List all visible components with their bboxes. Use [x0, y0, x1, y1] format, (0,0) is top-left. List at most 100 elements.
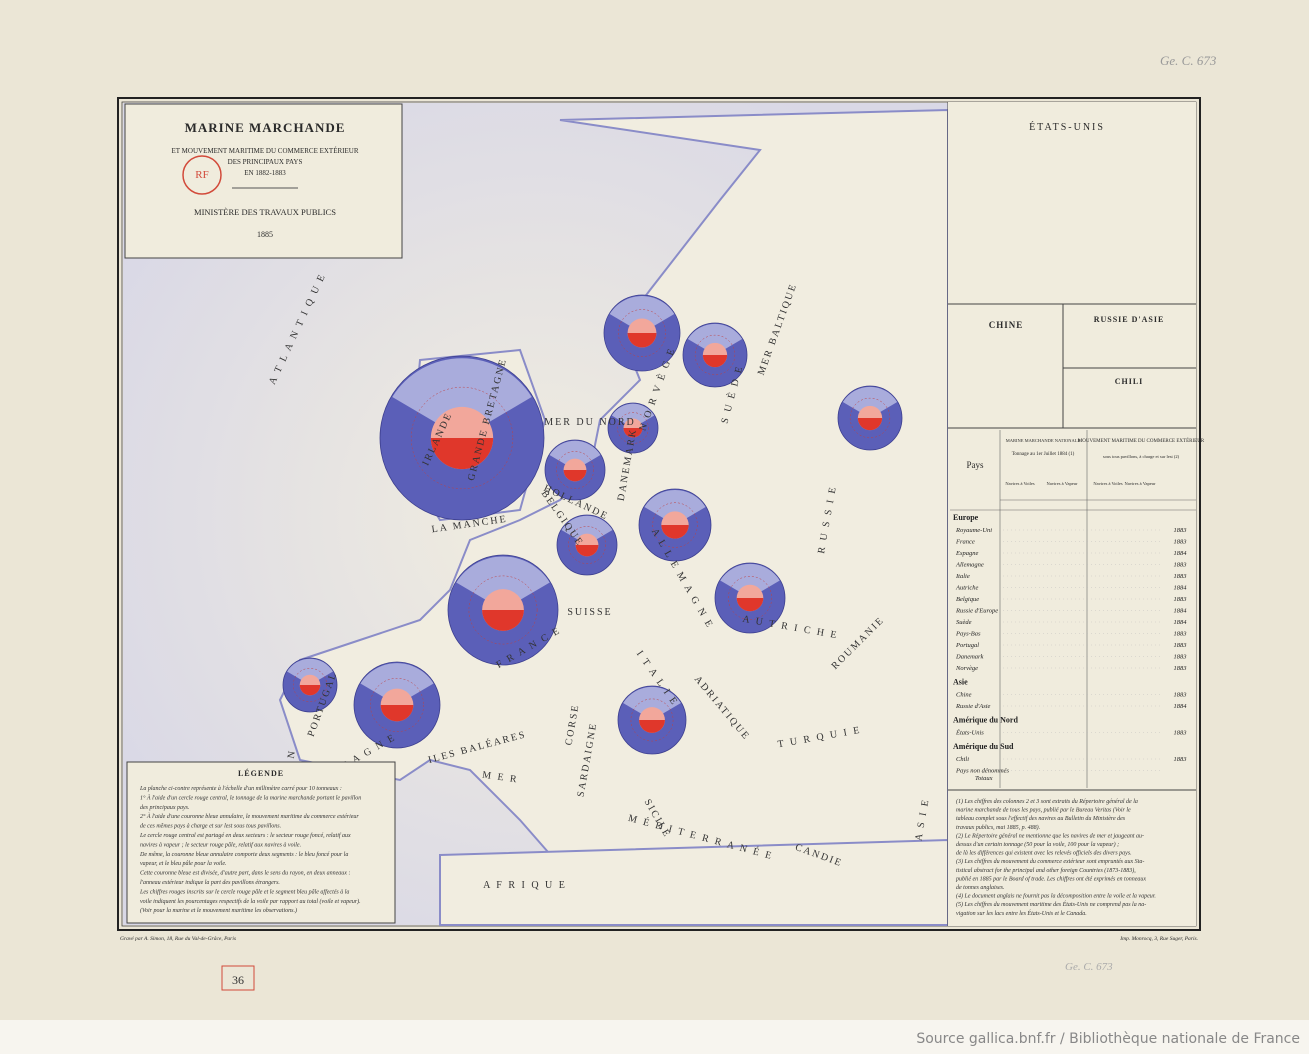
- foreign-ring: [652, 502, 698, 548]
- title-box: [124, 103, 403, 259]
- sail-segment: [392, 358, 532, 438]
- printer: Imp. Monrocq, 3, Rue Suger, Paris.: [1119, 936, 1198, 942]
- table-group: Amérique du Sud: [953, 742, 1014, 751]
- legend-line: De même, la couronne bleue annulaire com…: [139, 851, 348, 858]
- table-header: Navires à Vapeur: [1125, 481, 1156, 486]
- table-year: 1884: [1174, 703, 1188, 710]
- note-line: publié en 1885 par le Board of trade. Le…: [955, 875, 1146, 882]
- foreign-ring: [728, 576, 772, 620]
- table-country: Suède: [956, 619, 972, 626]
- map-label: SUISSE: [567, 607, 612, 618]
- note-line: (3) Les chiffres du mouvement du commerc…: [956, 858, 1144, 865]
- foreign-ring: [410, 386, 514, 490]
- statistics-table: Pays MARINE MARCHANDE NATIONALE Tonnage …: [950, 430, 1205, 788]
- foreign-ring: [293, 668, 327, 702]
- table-year: 1883: [1174, 527, 1188, 534]
- map-label: MER DU NORD: [544, 417, 635, 428]
- legend-line: (Voir pour la marine et le mouvement mar…: [140, 907, 297, 914]
- table-header: Navires à Voiles: [1005, 481, 1035, 486]
- table-country: Allemagne: [955, 562, 984, 569]
- legend-line: de ces mêmes pays à charge et sur lest s…: [140, 824, 281, 830]
- sail-segment: [609, 296, 675, 333]
- sail-segment: [549, 440, 601, 470]
- legend: La planche ci-contre représente à l'éche…: [139, 786, 361, 914]
- foreign-ring: [618, 309, 666, 357]
- foreign-ring: [849, 397, 891, 439]
- steam-sector: [857, 418, 883, 431]
- ministry: MINISTÈRE DES TRAVAUX PUBLICS: [194, 207, 336, 217]
- table-country: Autriche: [955, 585, 978, 592]
- sail-segment: [611, 403, 655, 428]
- table-country: Russie d'Asie: [955, 703, 991, 710]
- year: 1885: [257, 230, 273, 239]
- table-year: 1884: [1174, 585, 1188, 592]
- inset-title: RUSSIE D'ASIE: [1094, 315, 1165, 324]
- table-year: 1883: [1174, 665, 1188, 672]
- inset-title: CHILI: [1115, 377, 1144, 386]
- legend-line: Les chiffres rouges inscrits sur le cerc…: [139, 888, 349, 895]
- table-group: Asie: [953, 678, 968, 687]
- steam-sector: [482, 610, 524, 631]
- legend-line: des principaux pays.: [140, 805, 190, 811]
- legend-line: Le cercle rouge central est partagé en d…: [139, 832, 351, 839]
- sail-segment: [623, 686, 681, 720]
- subtitle-line: EN 1882-1883: [244, 169, 286, 177]
- table-country: Pays non dénommés: [955, 768, 1010, 775]
- sail-segment: [687, 323, 743, 355]
- table-country: Chili: [956, 756, 969, 763]
- inset-title: ÉTATS-UNIS: [1029, 121, 1105, 133]
- table-group: Amérique du Nord: [953, 716, 1018, 725]
- table-header: Pays: [966, 460, 984, 470]
- sail-segment: [842, 386, 898, 418]
- legend-line: l'anneau extérieur indique la part des p…: [140, 880, 280, 886]
- table-year: 1883: [1174, 596, 1188, 603]
- foreign-ring: [694, 334, 736, 376]
- table-country: Espagne: [955, 550, 979, 557]
- foreign-ring: [556, 451, 594, 489]
- table-country: Norvège: [955, 665, 978, 672]
- steam-sector: [623, 428, 643, 438]
- table-year: 1883: [1174, 631, 1188, 638]
- table-year: 1883: [1174, 730, 1188, 737]
- note-line: (2) Le Répertoire général ne mentionne q…: [956, 832, 1144, 839]
- title: MARINE MARCHANDE: [185, 120, 346, 135]
- stamp-box: [221, 965, 255, 991]
- inset-title: CHINE: [989, 320, 1024, 330]
- legend-title: LÉGENDE: [238, 768, 284, 778]
- table-country: Danemark: [955, 654, 984, 661]
- table-year: 1884: [1174, 550, 1188, 557]
- table-header: sous tous pavillons, à charge et sur les…: [1103, 454, 1180, 460]
- note-line: tistical abstract for the principal and …: [956, 867, 1136, 874]
- outer-frame: [117, 97, 1201, 931]
- foreign-ring: [630, 698, 674, 742]
- map-label: M E R: [481, 770, 519, 786]
- note-line: (4) Le document anglais ne fournit pas l…: [956, 893, 1156, 900]
- table-group: Europe: [953, 513, 979, 522]
- subtitle-line: DES PRINCIPAUX PAYS: [228, 158, 303, 166]
- table-country: Belgique: [956, 596, 979, 603]
- sail-segment: [287, 658, 333, 685]
- notes: (1) Les chiffres des colonnes 2 et 3 son…: [955, 798, 1156, 917]
- right-panel: [948, 102, 1196, 926]
- table-header: Navires à Vapeur: [1047, 481, 1078, 486]
- steam-sector: [563, 470, 587, 482]
- note-line: vigation sur les lacs entre les États-Un…: [956, 909, 1087, 917]
- table-country: Italie: [955, 573, 970, 580]
- legend-line: navires à vapeur ; le secteur rouge pâle…: [140, 841, 301, 848]
- table-country: Pays-Bas: [955, 631, 981, 638]
- table-year: 1883: [1174, 642, 1188, 649]
- call-number: Ge. C. 673: [1160, 53, 1217, 68]
- legend-line: 1° À l'aide d'un cercle rouge central, l…: [140, 793, 361, 801]
- legend-line: voile indiquent les pourcentages respect…: [140, 898, 361, 905]
- steam-sector: [702, 355, 728, 368]
- map-label: A F R I Q U E: [483, 880, 567, 891]
- note-line: (5) Les chiffres du mouvement maritime d…: [956, 900, 1146, 908]
- steam-sector: [736, 598, 764, 612]
- foreign-ring: [468, 575, 538, 645]
- source-credit: Source gallica.bnf.fr / Bibliothèque nat…: [916, 1031, 1300, 1047]
- steam-sector: [627, 333, 657, 348]
- subtitle-line: ET MOUVEMENT MARITIME DU COMMERCE EXTÉRI…: [172, 147, 359, 155]
- library-stamp: [182, 155, 222, 195]
